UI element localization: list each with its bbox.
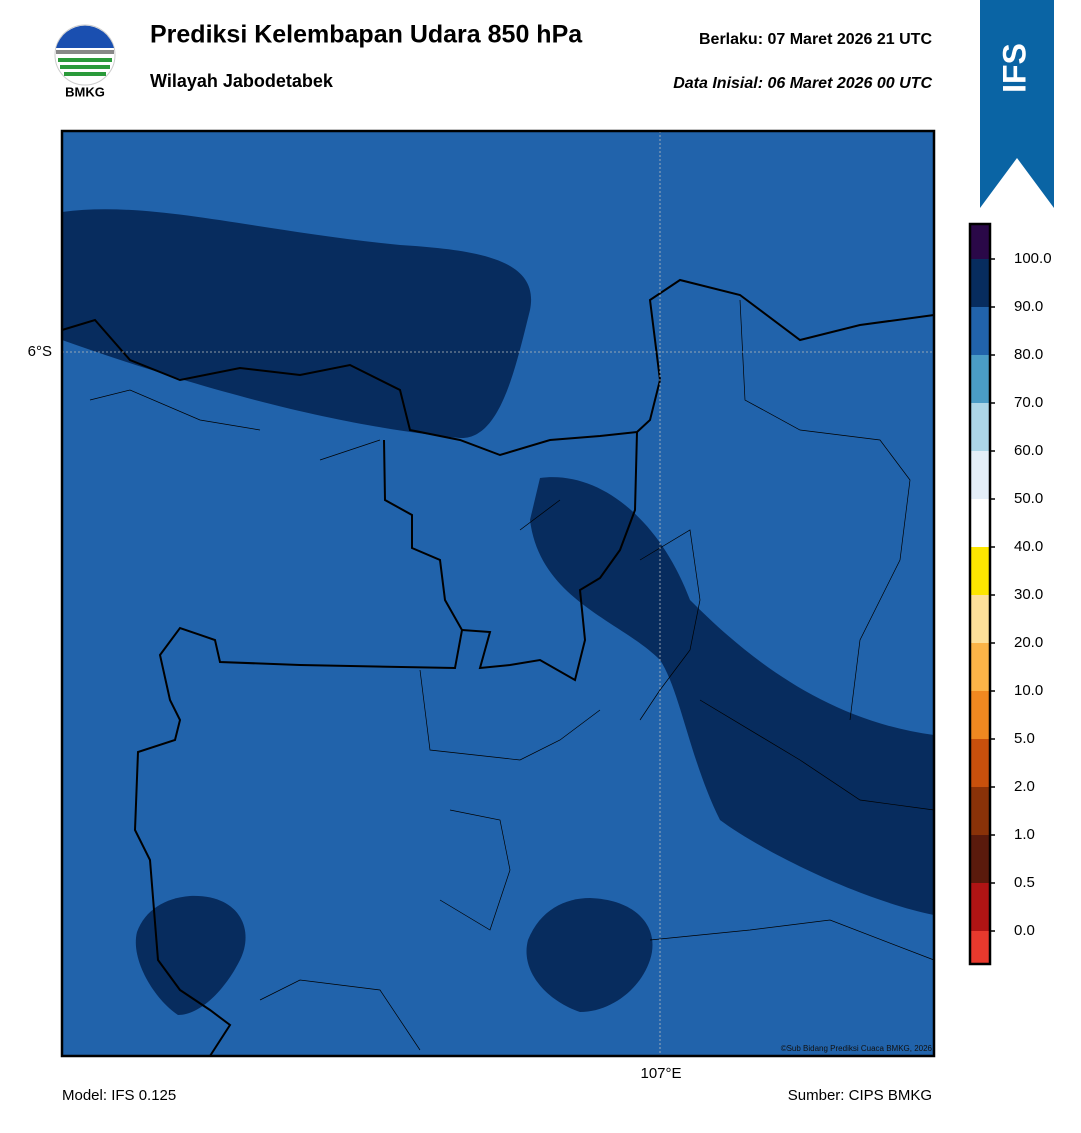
colorbar-segment bbox=[970, 883, 990, 931]
colorbar-segment bbox=[970, 691, 990, 739]
colorbar-segment bbox=[970, 643, 990, 691]
colorbar-label: 90.0 bbox=[1014, 298, 1043, 315]
colorbar-label: 70.0 bbox=[1014, 394, 1043, 411]
subtitle: Wilayah Jabodetabek bbox=[150, 71, 334, 91]
colorbar-segment bbox=[970, 787, 990, 835]
badge-text: IFS bbox=[996, 43, 1032, 93]
colorbar-label: 0.0 bbox=[1014, 922, 1035, 939]
colorbar-label: 5.0 bbox=[1014, 730, 1035, 747]
colorbar-segment bbox=[970, 403, 990, 451]
colorbar-frame bbox=[968, 222, 992, 966]
logo-text: BMKG bbox=[65, 84, 105, 99]
valid-time: Berlaku: 07 Maret 2026 21 UTC bbox=[699, 31, 932, 48]
colorbar-label: 100.0 bbox=[1014, 250, 1052, 267]
colorbar-segment bbox=[970, 595, 990, 643]
colorbar-label: 0.5 bbox=[1014, 874, 1035, 891]
colorbar-segment bbox=[970, 547, 990, 595]
colorbar-segment bbox=[970, 224, 990, 259]
colorbar-label: 20.0 bbox=[1014, 634, 1043, 651]
colorbar-label: 1.0 bbox=[1014, 826, 1035, 843]
colorbar-segment bbox=[970, 739, 990, 787]
colorbar-segment bbox=[970, 931, 990, 964]
source: Sumber: CIPS BMKG bbox=[788, 1087, 932, 1104]
model: Model: IFS 0.125 bbox=[62, 1087, 176, 1104]
colorbar-label: 10.0 bbox=[1014, 682, 1043, 699]
lon-label: 107°E bbox=[640, 1065, 681, 1082]
colorbar-segment bbox=[970, 499, 990, 547]
colorbar-segment bbox=[970, 835, 990, 883]
title: Prediksi Kelembapan Udara 850 hPa bbox=[150, 21, 583, 49]
lat-label: 6°S bbox=[28, 343, 52, 360]
colorbar-label: 80.0 bbox=[1014, 346, 1043, 363]
colorbar-label: 60.0 bbox=[1014, 442, 1043, 459]
badge bbox=[980, 0, 1054, 208]
map: ©Sub Bidang Prediksi Cuaca BMKG, 2026 bbox=[60, 129, 936, 1058]
logo: BMKG bbox=[54, 24, 116, 99]
colorbar-segment bbox=[970, 355, 990, 403]
colorbar-label: 50.0 bbox=[1014, 490, 1043, 507]
colorbar-label: 40.0 bbox=[1014, 538, 1043, 555]
colorbar-label: 30.0 bbox=[1014, 586, 1043, 603]
colorbar: 0.0 0.5 1.0 2.0 5.0 10.0 20.0 30.0 40.0 50.0 60.0 7… bbox=[968, 222, 1052, 966]
colorbar-segment bbox=[970, 307, 990, 355]
colorbar-segment bbox=[970, 259, 990, 307]
colorbar-label: 2.0 bbox=[1014, 778, 1035, 795]
credit: ©Sub Bidang Prediksi Cuaca BMKG, 2026 bbox=[781, 1044, 933, 1053]
init-time: Data Inisial: 06 Maret 2026 00 UTC bbox=[673, 75, 932, 92]
colorbar-segment bbox=[970, 451, 990, 499]
